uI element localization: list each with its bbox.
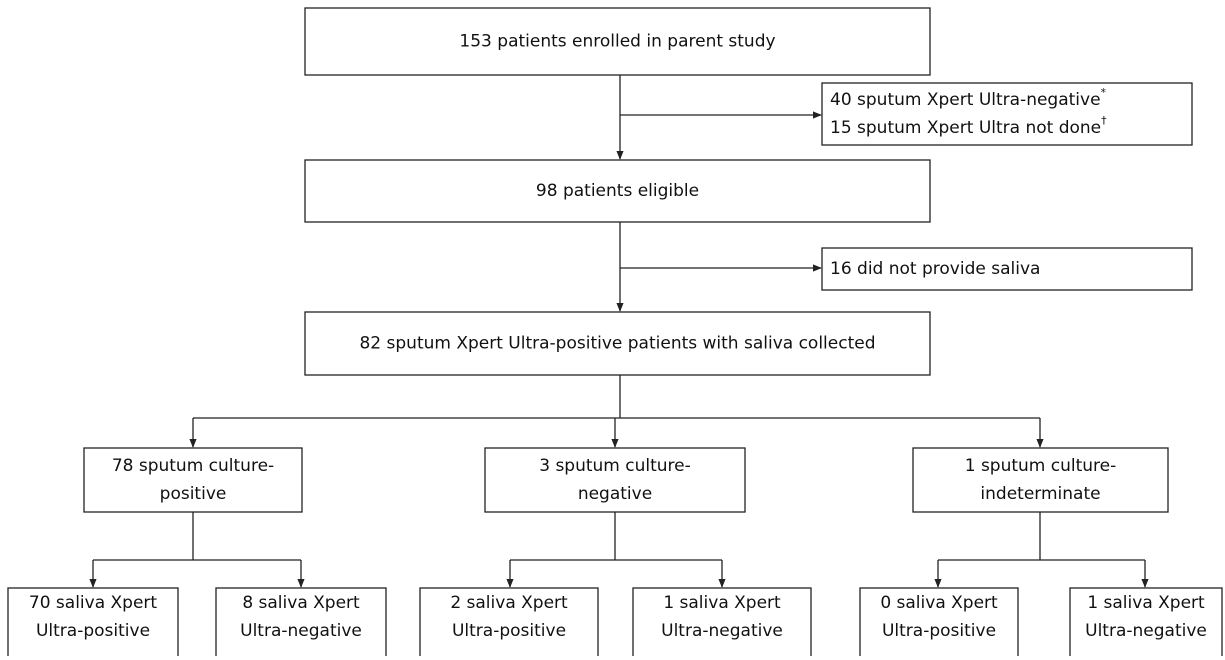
box	[304, 7, 931, 76]
box	[912, 447, 1169, 513]
box	[821, 247, 1193, 291]
node-label: Ultra-negative	[661, 621, 783, 641]
node-label: 40 sputum Xpert Ultra-negative*	[830, 86, 1107, 110]
box	[83, 447, 303, 513]
box	[632, 587, 812, 659]
box	[419, 587, 599, 659]
footnote-mark: *	[1101, 86, 1107, 99]
node-label: Ultra-positive	[882, 621, 996, 641]
box	[1069, 587, 1223, 659]
node-label: Ultra-positive	[36, 621, 150, 641]
node-label: 98 patients eligible	[536, 181, 699, 201]
node-label: indeterminate	[980, 484, 1100, 504]
node-label: positive	[160, 484, 227, 504]
node-label: 153 patients enrolled in parent study	[459, 32, 775, 52]
footnote-mark: †	[1101, 114, 1107, 127]
node-label: 0 saliva Xpert	[880, 593, 998, 613]
node-label: Ultra-negative	[1085, 621, 1207, 641]
node-label: 82 sputum Xpert Ultra-positive patients …	[359, 334, 875, 354]
box	[859, 587, 1019, 659]
node-label: 8 saliva Xpert	[242, 593, 360, 613]
box	[304, 311, 931, 376]
box	[821, 82, 1193, 146]
node-label: 1 sputum culture-	[965, 456, 1117, 476]
node-label: 78 sputum culture-	[112, 456, 274, 476]
box	[7, 587, 179, 659]
connectors	[89, 75, 1149, 588]
node-label: 1 saliva Xpert	[663, 593, 781, 613]
box	[304, 159, 931, 223]
node-label: 16 did not provide saliva	[830, 259, 1040, 279]
node-label: 70 saliva Xpert	[29, 593, 158, 613]
node-label: Ultra-negative	[240, 621, 362, 641]
node-label: Ultra-positive	[452, 621, 566, 641]
node-label: 2 saliva Xpert	[450, 593, 568, 613]
box	[484, 447, 746, 513]
node-label: 3 sputum culture-	[539, 456, 691, 476]
node-label: negative	[578, 484, 652, 504]
node-label: 15 sputum Xpert Ultra not done†	[830, 114, 1107, 138]
node-label: 1 saliva Xpert	[1087, 593, 1205, 613]
